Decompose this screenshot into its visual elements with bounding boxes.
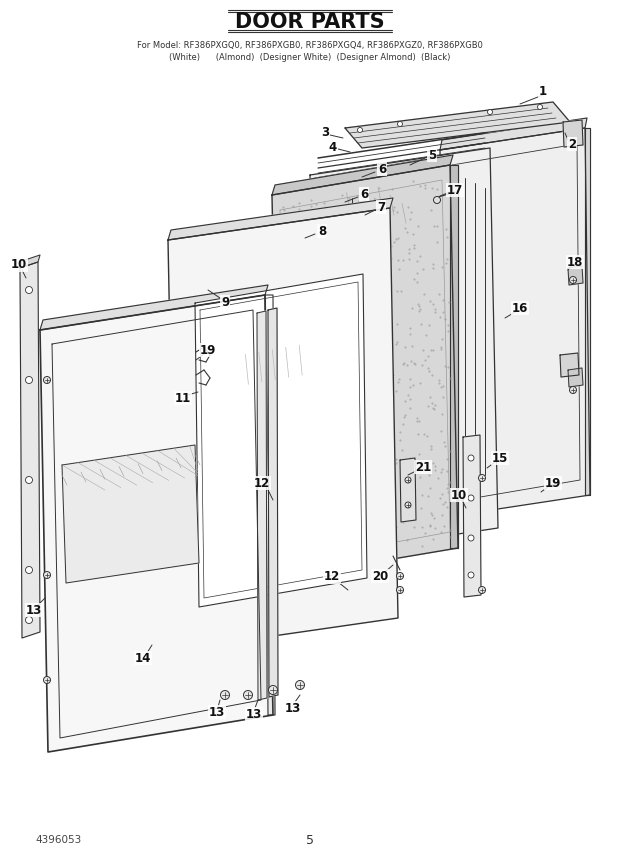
Circle shape	[405, 477, 411, 483]
Circle shape	[479, 586, 485, 593]
Text: 12: 12	[254, 477, 270, 490]
Polygon shape	[568, 368, 583, 387]
Polygon shape	[585, 128, 590, 495]
Text: 13: 13	[209, 705, 225, 718]
Text: 9: 9	[221, 295, 229, 308]
Polygon shape	[168, 208, 398, 650]
Circle shape	[43, 377, 50, 383]
Text: 16: 16	[512, 301, 528, 314]
Text: 21: 21	[415, 461, 431, 473]
Text: 2: 2	[568, 138, 576, 151]
Circle shape	[570, 276, 577, 283]
Text: 6: 6	[360, 187, 368, 200]
Text: 13: 13	[26, 603, 42, 616]
Polygon shape	[40, 285, 268, 330]
Circle shape	[244, 691, 252, 699]
Text: 18: 18	[567, 255, 583, 269]
Circle shape	[268, 686, 278, 694]
Text: 10: 10	[451, 489, 467, 502]
Circle shape	[487, 110, 492, 115]
Polygon shape	[195, 274, 367, 607]
Text: 3: 3	[321, 126, 329, 139]
Polygon shape	[560, 353, 579, 377]
Text: 7: 7	[377, 200, 385, 213]
Text: 19: 19	[200, 343, 216, 356]
Circle shape	[479, 474, 485, 482]
Text: 4: 4	[329, 140, 337, 153]
Polygon shape	[463, 435, 481, 597]
Polygon shape	[272, 165, 458, 578]
Polygon shape	[265, 295, 275, 715]
Polygon shape	[62, 445, 199, 583]
Text: For Model: RF386PXGQ0, RF386PXGB0, RF386PXGQ4, RF386PXGZ0, RF386PXGB0: For Model: RF386PXGQ0, RF386PXGB0, RF386…	[137, 40, 483, 50]
Text: DOOR PARTS: DOOR PARTS	[235, 12, 385, 32]
Circle shape	[397, 573, 404, 580]
Polygon shape	[450, 165, 458, 548]
Text: 15: 15	[492, 451, 508, 465]
Polygon shape	[440, 128, 590, 517]
Text: 10: 10	[11, 259, 27, 271]
Circle shape	[468, 572, 474, 578]
Text: 17: 17	[447, 183, 463, 197]
Circle shape	[468, 495, 474, 501]
Text: (White)      (Almond)  (Designer White)  (Designer Almond)  (Black): (White) (Almond) (Designer White) (Desig…	[169, 52, 451, 62]
Polygon shape	[315, 160, 424, 523]
Polygon shape	[440, 118, 587, 150]
Polygon shape	[20, 262, 40, 638]
Circle shape	[25, 477, 32, 484]
Circle shape	[405, 502, 411, 508]
Text: 20: 20	[372, 569, 388, 582]
Text: eReplacementParts.com: eReplacementParts.com	[212, 448, 398, 462]
Polygon shape	[345, 102, 570, 148]
Polygon shape	[400, 458, 416, 522]
Circle shape	[296, 681, 304, 689]
Text: 19: 19	[545, 477, 561, 490]
Circle shape	[397, 122, 402, 127]
Circle shape	[25, 377, 32, 383]
Circle shape	[25, 616, 32, 623]
Polygon shape	[20, 255, 40, 268]
Circle shape	[397, 586, 404, 593]
Text: 4396053: 4396053	[35, 835, 81, 845]
Text: 6: 6	[378, 163, 386, 175]
Polygon shape	[272, 155, 453, 195]
Polygon shape	[310, 148, 498, 555]
Text: 12: 12	[324, 570, 340, 584]
Polygon shape	[257, 311, 267, 700]
Polygon shape	[40, 295, 273, 752]
Text: 8: 8	[318, 224, 326, 237]
Circle shape	[433, 197, 440, 204]
Circle shape	[43, 572, 50, 579]
Polygon shape	[568, 266, 583, 285]
Text: 1: 1	[539, 85, 547, 98]
Polygon shape	[168, 198, 393, 240]
Polygon shape	[563, 120, 583, 147]
Text: 13: 13	[285, 702, 301, 715]
Circle shape	[468, 535, 474, 541]
Circle shape	[358, 128, 363, 133]
Circle shape	[221, 691, 229, 699]
Text: 14: 14	[135, 651, 151, 664]
Circle shape	[43, 676, 50, 683]
Polygon shape	[268, 308, 278, 697]
Text: 5: 5	[428, 148, 436, 162]
Text: 5: 5	[306, 834, 314, 847]
Circle shape	[468, 455, 474, 461]
Circle shape	[538, 104, 542, 110]
Text: 11: 11	[175, 391, 191, 405]
Circle shape	[25, 287, 32, 294]
Text: 13: 13	[246, 708, 262, 721]
Circle shape	[25, 567, 32, 574]
Circle shape	[570, 387, 577, 394]
